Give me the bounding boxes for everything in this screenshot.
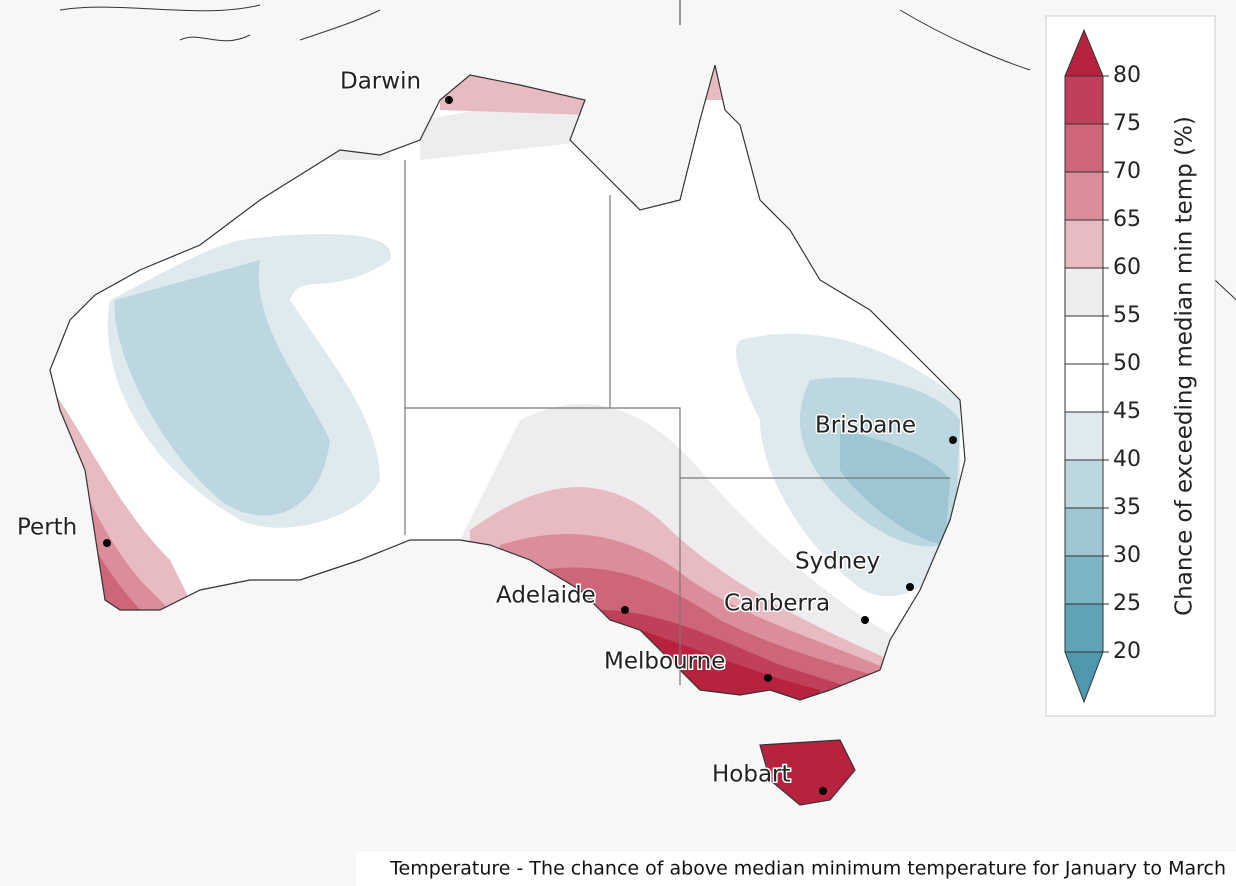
colorbar-bin <box>1065 412 1103 460</box>
colorbar-bin <box>1065 556 1103 604</box>
city-label: Sydney <box>795 549 880 575</box>
colorbar: 20 25 30 35 40 45 50 55 60 65 70 75 80 <box>1064 28 1141 704</box>
colorbar-tick-label: 35 <box>1113 495 1141 520</box>
city-markers <box>103 96 957 795</box>
colorbar-tick-label: 25 <box>1113 591 1141 616</box>
colorbar-bin <box>1065 364 1103 412</box>
city-label: Perth <box>17 515 77 541</box>
colorbar-tick-label: 75 <box>1113 111 1141 136</box>
colorbar-label: Chance of exceeding median min temp (%) <box>1172 116 1198 616</box>
city-label: Adelaide <box>496 583 596 609</box>
colorbar-bin <box>1065 460 1103 508</box>
colorbar-bin <box>1065 508 1103 556</box>
city-label: Brisbane <box>815 413 916 439</box>
colorbar-frame <box>1064 75 1104 653</box>
colorbar-tick-label: 70 <box>1113 159 1141 184</box>
colorbar-bin <box>1065 268 1103 316</box>
colorbar-tick-label: 60 <box>1113 255 1141 280</box>
colorbar-tick-label: 65 <box>1113 207 1141 232</box>
colorbar-tick-label: 30 <box>1113 543 1141 568</box>
map-fill <box>50 65 960 805</box>
colorbar-tick-label: 45 <box>1113 399 1141 424</box>
colorbar-bin <box>1065 316 1103 364</box>
city-label: Canberra <box>724 591 830 617</box>
colorbar-bin <box>1065 124 1103 172</box>
colorbar-bin <box>1065 604 1103 652</box>
caption-bg <box>356 852 1236 886</box>
caption: Temperature - The chance of above median… <box>389 858 1226 880</box>
colorbar-tick-label: 55 <box>1113 303 1141 328</box>
colorbar-tick-label: 50 <box>1113 351 1141 376</box>
state-borders <box>404 160 950 685</box>
city-label: Darwin <box>340 69 421 95</box>
colorbar-bin <box>1065 220 1103 268</box>
colorbar-tick-label: 40 <box>1113 447 1141 472</box>
city-label: Melbourne <box>604 649 725 675</box>
islands <box>59 0 1236 301</box>
colorbar-bin <box>1065 172 1103 220</box>
city-label: Hobart <box>712 762 791 788</box>
colorbar-bin <box>1065 76 1103 124</box>
colorbar-tick-label: 80 <box>1113 63 1141 88</box>
colorbar-tick-label: 20 <box>1113 639 1141 664</box>
